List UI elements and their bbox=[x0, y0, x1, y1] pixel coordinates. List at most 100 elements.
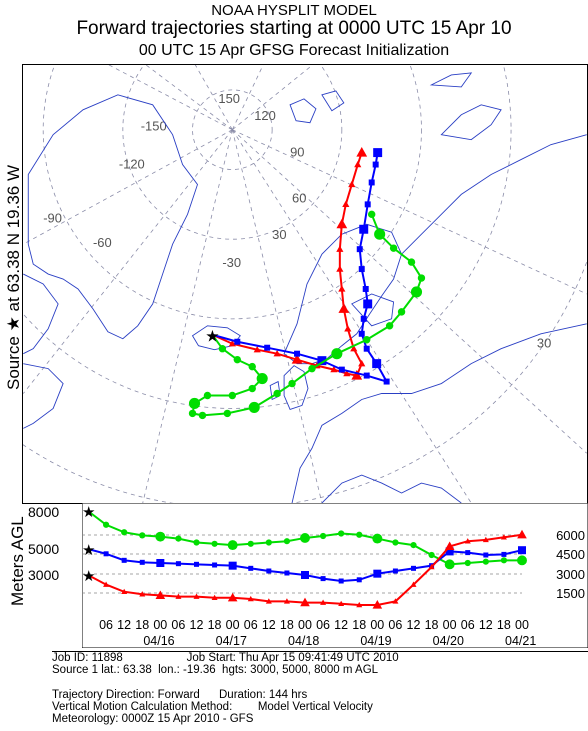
data-point bbox=[482, 558, 489, 565]
footer-line: Trajectory Direction: Forward Duration: … bbox=[52, 688, 308, 701]
data-point bbox=[354, 160, 362, 168]
data-point bbox=[389, 244, 398, 252]
data-point bbox=[264, 344, 271, 351]
data-point bbox=[284, 570, 290, 576]
data-point bbox=[356, 246, 363, 253]
data-point bbox=[227, 592, 238, 602]
x-date-label: 04/19 bbox=[360, 634, 392, 648]
x-hour-label: 18 bbox=[207, 618, 222, 632]
data-point bbox=[212, 562, 218, 568]
data-point bbox=[203, 391, 212, 400]
model-title: NOAA HYSPLIT MODEL bbox=[211, 2, 377, 19]
data-point bbox=[348, 180, 356, 188]
chart-subtitle: 00 UTC 15 Apr GFSG Forecast Initializati… bbox=[138, 42, 450, 59]
profile-series: ★ ★ ★ bbox=[82, 504, 527, 609]
data-point bbox=[233, 355, 242, 364]
data-point bbox=[372, 359, 382, 369]
left-tick-label: 5000 bbox=[28, 541, 60, 557]
chart-title: Forward trajectories starting at 0000 UT… bbox=[76, 18, 512, 39]
metadata-footer: Job ID: 11898 Job Start: Thu Apr 15 09:4… bbox=[52, 651, 588, 731]
data-point bbox=[330, 365, 338, 373]
data-point bbox=[445, 547, 454, 556]
data-point bbox=[374, 228, 386, 240]
data-point bbox=[273, 349, 281, 357]
data-point bbox=[428, 551, 435, 559]
data-point bbox=[356, 147, 368, 157]
data-point bbox=[266, 568, 272, 574]
data-point bbox=[364, 201, 371, 208]
x-hour-label: 06 bbox=[171, 618, 186, 632]
data-point bbox=[392, 539, 399, 546]
right-tick-label: 4500 bbox=[556, 547, 585, 562]
data-point bbox=[397, 308, 406, 316]
x-hour-label: 06 bbox=[316, 618, 330, 632]
x-hour-label: 12 bbox=[478, 618, 493, 632]
data-point bbox=[155, 531, 166, 542]
lat-lon-grid bbox=[23, 65, 587, 503]
data-point bbox=[338, 366, 345, 373]
data-point bbox=[363, 299, 373, 309]
trajectory-lines bbox=[188, 147, 426, 420]
x-hour-label: 12 bbox=[189, 618, 204, 632]
trajectory-map: 150 -150 120 -120 90 -90 60 -60 30 -30 3… bbox=[22, 64, 588, 504]
data-point bbox=[428, 563, 435, 570]
data-point bbox=[358, 330, 365, 337]
data-point bbox=[320, 599, 327, 605]
data-point bbox=[464, 538, 471, 544]
x-hour-label: 06 bbox=[388, 618, 403, 632]
data-point bbox=[372, 533, 383, 544]
data-point bbox=[121, 588, 128, 595]
data-point bbox=[248, 362, 256, 371]
grid-labels: 150 -150 120 -120 90 -90 60 -60 30 -30 3… bbox=[43, 91, 551, 351]
lon-label: -150 bbox=[141, 119, 167, 134]
data-point bbox=[351, 370, 363, 380]
data-point bbox=[103, 581, 110, 587]
data-point bbox=[501, 551, 507, 557]
footer-line: Job ID: 11898 Job Start: Thu Apr 15 09:4… bbox=[52, 652, 399, 664]
data-point bbox=[410, 542, 417, 549]
data-point bbox=[358, 266, 365, 273]
data-point bbox=[188, 409, 197, 418]
footer-line: Vertical Motion Calculation Method: Mode… bbox=[52, 701, 373, 714]
data-point bbox=[373, 148, 383, 158]
lon-label: 120 bbox=[254, 108, 276, 123]
data-point bbox=[367, 210, 376, 219]
footer-line: Source 1 lat.: 63.38 lon.: -19.36 hgts: … bbox=[52, 664, 379, 677]
data-point bbox=[356, 577, 362, 583]
source-star-icon: ★ bbox=[205, 329, 219, 346]
data-point bbox=[338, 303, 350, 313]
data-point bbox=[265, 539, 272, 546]
x-hour-label: 18 bbox=[496, 618, 511, 632]
data-point bbox=[234, 338, 241, 345]
data-point bbox=[336, 265, 344, 272]
x-hour-label: 00 bbox=[298, 618, 312, 632]
data-point bbox=[385, 322, 394, 330]
data-point bbox=[198, 411, 207, 420]
data-point bbox=[410, 286, 423, 298]
data-point bbox=[444, 559, 455, 570]
data-point bbox=[247, 540, 254, 547]
x-date-label: 04/20 bbox=[432, 634, 464, 648]
data-point bbox=[102, 521, 110, 528]
lon-label: -120 bbox=[119, 157, 145, 172]
x-hour-label: 06 bbox=[243, 618, 258, 632]
x-hour-label: 18 bbox=[424, 618, 439, 632]
data-point bbox=[373, 569, 382, 578]
data-point bbox=[211, 540, 218, 547]
data-point bbox=[465, 550, 471, 556]
data-point bbox=[265, 598, 272, 604]
start-star-icon: ★ bbox=[82, 504, 95, 521]
lon-label: 90 bbox=[290, 145, 304, 160]
data-point bbox=[223, 409, 232, 418]
data-point bbox=[363, 345, 370, 352]
x-hour-label: 00 bbox=[153, 618, 168, 632]
data-point bbox=[356, 601, 363, 608]
lon-label: 30 bbox=[272, 227, 286, 242]
data-point bbox=[363, 336, 371, 344]
profile-y-label: Meters AGL bbox=[8, 516, 27, 606]
x-hour-label: 06 bbox=[460, 618, 475, 632]
data-point bbox=[383, 378, 390, 385]
x-hour-label: 18 bbox=[279, 618, 294, 632]
data-point bbox=[500, 534, 507, 540]
data-point bbox=[139, 591, 146, 597]
